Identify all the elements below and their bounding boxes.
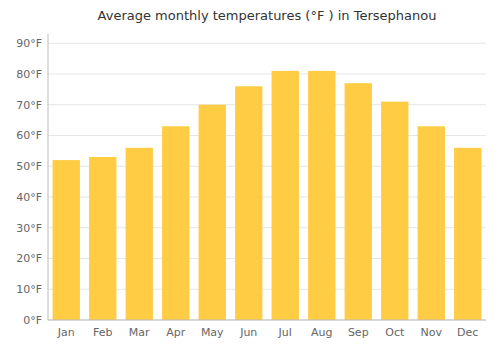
x-tick-label: Jul bbox=[278, 326, 292, 339]
chart-container: Average monthly temperatures (°F ) in Te… bbox=[0, 0, 500, 350]
chart: Average monthly temperatures (°F ) in Te… bbox=[0, 0, 500, 350]
x-tick-label: May bbox=[201, 326, 224, 339]
y-tick-label: 20°F bbox=[16, 252, 42, 265]
grid-line bbox=[48, 43, 486, 44]
y-tick-label: 0°F bbox=[23, 314, 42, 327]
grid bbox=[48, 43, 486, 320]
y-tick-label: 50°F bbox=[16, 160, 42, 173]
bar bbox=[308, 71, 335, 320]
bar bbox=[454, 148, 481, 320]
x-tick-label: Feb bbox=[93, 326, 112, 339]
bar bbox=[199, 105, 226, 320]
bar bbox=[418, 126, 445, 320]
x-tick-label: Mar bbox=[129, 326, 150, 339]
x-tick-label: Sep bbox=[348, 326, 369, 339]
y-tick-label: 80°F bbox=[16, 68, 42, 81]
bar bbox=[126, 148, 153, 320]
y-tick-label: 30°F bbox=[16, 222, 42, 235]
x-tick-label: Aug bbox=[311, 326, 332, 339]
x-tick-label: Oct bbox=[385, 326, 405, 339]
bars bbox=[53, 71, 482, 320]
y-tick-label: 70°F bbox=[16, 99, 42, 112]
x-tick-label: Apr bbox=[166, 326, 186, 339]
y-tick-label: 60°F bbox=[16, 129, 42, 142]
y-axis-line bbox=[48, 34, 49, 320]
bar bbox=[272, 71, 299, 320]
x-tick-label: Dec bbox=[457, 326, 478, 339]
x-axis-line bbox=[48, 320, 486, 321]
y-tick-label: 90°F bbox=[16, 37, 42, 50]
grid-line bbox=[48, 320, 486, 321]
bar bbox=[89, 157, 116, 320]
y-tick-label: 40°F bbox=[16, 191, 42, 204]
y-tick-label: 10°F bbox=[16, 283, 42, 296]
grid-line bbox=[48, 73, 486, 74]
bar bbox=[162, 126, 189, 320]
x-tick-label: Jun bbox=[239, 326, 257, 339]
bar bbox=[381, 102, 408, 320]
title: Average monthly temperatures (°F ) in Te… bbox=[98, 8, 437, 23]
grid-line bbox=[48, 104, 486, 105]
bar bbox=[235, 86, 262, 320]
x-tick-label: Nov bbox=[421, 326, 443, 339]
bar bbox=[345, 83, 372, 320]
bar bbox=[53, 160, 80, 320]
x-tick-label: Jan bbox=[57, 326, 75, 339]
